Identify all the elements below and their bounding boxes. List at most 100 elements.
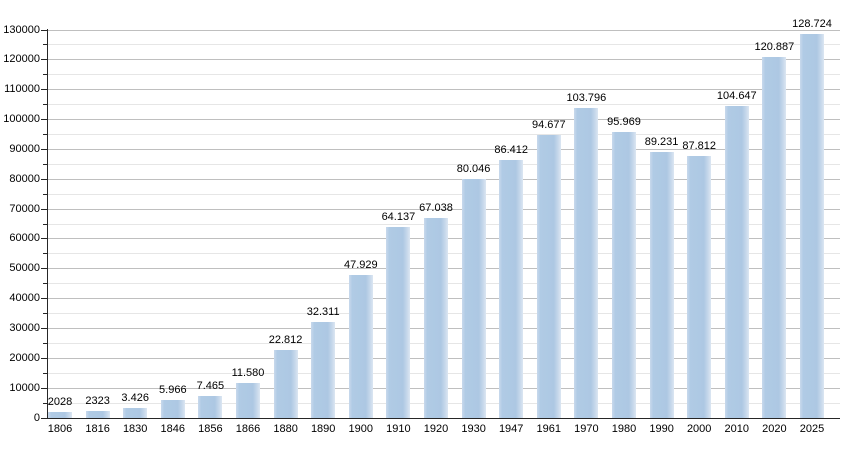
x-axis (46, 417, 840, 419)
bar-1830 (123, 407, 148, 418)
y-major-tick (41, 119, 47, 121)
y-tick-label: 20000 (9, 351, 40, 364)
bar-2020 (762, 57, 787, 418)
x-tick-label: 1856 (198, 423, 223, 435)
x-tick-label: 1910 (386, 423, 411, 435)
value-label: 95.969 (607, 115, 641, 128)
y-tick-label: 10000 (9, 381, 40, 394)
bar-1910 (386, 226, 411, 418)
x-tick-label: 1846 (160, 423, 186, 435)
y-minor-tick (43, 223, 47, 225)
y-major-tick (41, 298, 47, 300)
y-major-tick (41, 387, 47, 389)
y-minor-tick (43, 342, 47, 344)
bar-1930 (461, 179, 486, 418)
value-label: 80.046 (456, 163, 491, 176)
bar-1866 (236, 383, 260, 418)
bar-1880 (273, 349, 298, 418)
x-tick-label: 2010 (724, 423, 750, 435)
value-label: 5.966 (159, 384, 187, 397)
y-tick-label: 50000 (9, 262, 40, 275)
bar-1890 (311, 321, 336, 418)
gridline-major (47, 148, 840, 150)
gridline-minor (47, 74, 840, 76)
y-tick-label: 90000 (9, 142, 40, 155)
gridline-minor (47, 193, 840, 195)
value-label: 103.796 (566, 92, 607, 105)
x-tick-label: 2020 (762, 423, 787, 435)
y-major-tick (41, 417, 47, 419)
bar-1900 (348, 274, 373, 418)
y-major-tick (41, 208, 47, 210)
y-major-tick (41, 59, 47, 61)
gridline-major (47, 119, 840, 121)
gridline-major (47, 208, 840, 210)
gridline-minor (47, 133, 840, 135)
y-minor-tick (43, 402, 47, 404)
bar-1947 (499, 160, 524, 418)
value-label: 3.426 (121, 391, 149, 404)
y-minor-tick (43, 283, 47, 285)
x-tick-label: 1961 (536, 423, 562, 435)
value-label: 47.929 (343, 258, 378, 271)
y-axis (46, 29, 48, 419)
value-label: 67.038 (419, 201, 453, 214)
y-minor-tick (43, 44, 47, 46)
gridline-minor (47, 163, 840, 165)
bar-1980 (612, 131, 636, 418)
y-minor-tick (43, 133, 47, 135)
bar-1920 (424, 217, 448, 418)
y-tick-label: 130000 (3, 23, 40, 36)
value-label: 87.812 (682, 139, 717, 152)
bar-1846 (160, 400, 185, 418)
y-minor-tick (43, 163, 47, 165)
gridline-major (47, 178, 840, 180)
y-major-tick (41, 238, 47, 240)
value-label: 86.412 (494, 144, 529, 157)
x-tick-label: 1816 (85, 423, 110, 435)
bar-1970 (574, 108, 599, 418)
gridline-major (47, 89, 840, 91)
value-label: 7.465 (196, 379, 225, 392)
gridline-minor (47, 104, 840, 106)
bar-1816 (85, 411, 110, 418)
x-tick-label: 1806 (47, 423, 73, 435)
value-label: 22.812 (268, 333, 303, 346)
y-tick-label: 80000 (9, 172, 40, 185)
y-minor-tick (43, 313, 47, 315)
bar-1961 (536, 135, 561, 418)
bar-2025 (800, 33, 824, 418)
plot-area: 2028 2323 3.426 5.966 7.465 11.580 22.812 32.31… (47, 18, 840, 418)
x-tick-label: 2025 (799, 423, 825, 435)
y-tick-label: 70000 (9, 202, 40, 215)
y-minor-tick (43, 372, 47, 374)
gridline-minor (47, 44, 840, 46)
bar-2010 (724, 105, 749, 418)
x-tick-label: 1900 (348, 423, 374, 435)
bar-1990 (649, 151, 674, 418)
y-major-tick (41, 29, 47, 31)
y-major-tick (41, 327, 47, 329)
x-tick-label: 1866 (235, 423, 261, 435)
value-label: 94.677 (531, 119, 566, 132)
value-label: 64.137 (381, 210, 416, 223)
y-major-tick (41, 268, 47, 270)
value-label: 2028 (47, 395, 73, 408)
x-tick-label: 1990 (649, 423, 674, 435)
x-tick-label: 1930 (461, 423, 486, 435)
value-label: 2323 (85, 395, 110, 408)
x-tick-label: 1830 (122, 423, 148, 435)
value-label: 104.647 (716, 89, 757, 102)
bar-1856 (198, 395, 223, 418)
bar-1806 (48, 411, 72, 418)
x-tick-label: 1890 (310, 423, 336, 435)
gridline-major (47, 59, 840, 61)
x-tick-label: 1970 (574, 423, 599, 435)
y-minor-tick (43, 104, 47, 106)
value-label: 32.311 (306, 305, 340, 318)
value-label: 120.887 (754, 41, 795, 54)
y-tick-label: 0 (33, 411, 40, 424)
y-tick-label: 120000 (3, 53, 40, 66)
y-minor-tick (43, 74, 47, 76)
